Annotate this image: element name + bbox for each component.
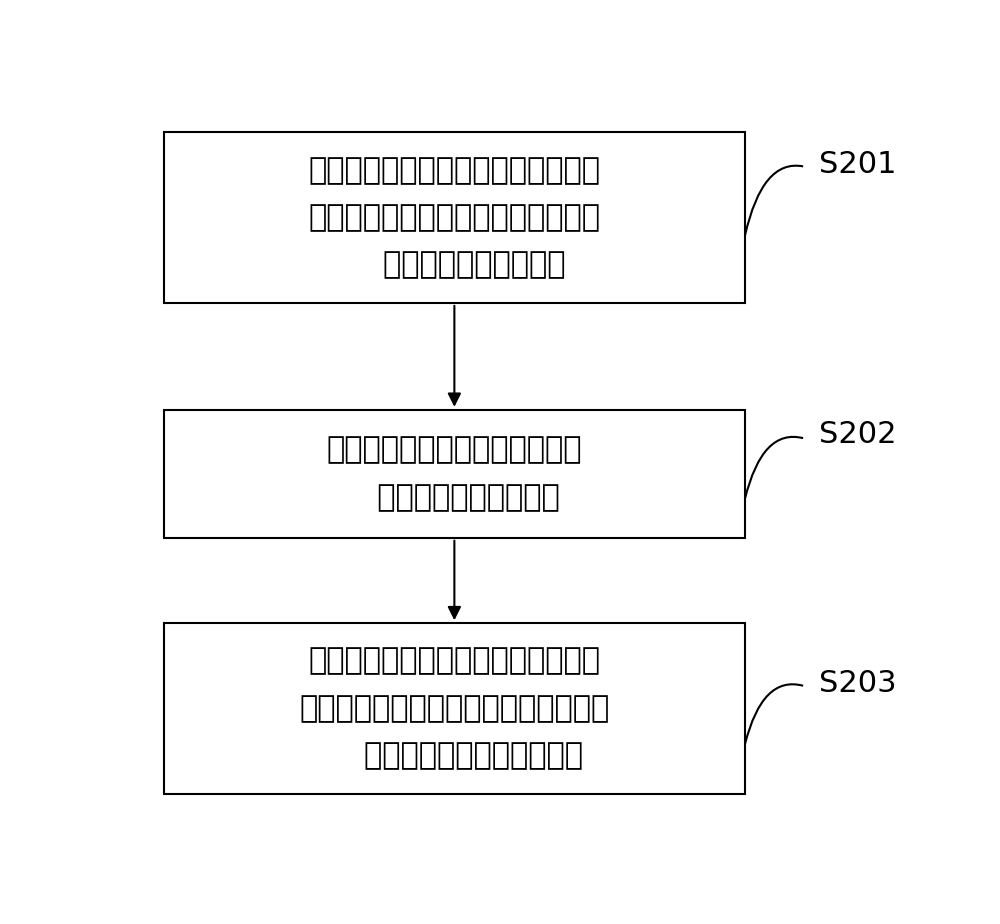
Text: 在识别到主供电源关断后，控制静态
供电源以持续高电平供电，使得控制
    系统处于正常工作模式: 在识别到主供电源关断后，控制静态 供电源以持续高电平供电，使得控制 系统处于正常…: [308, 156, 600, 279]
Text: S201: S201: [819, 150, 896, 178]
Text: S203: S203: [819, 669, 896, 699]
Bar: [164, 132, 745, 303]
Text: S202: S202: [819, 420, 896, 449]
Bar: [164, 623, 745, 794]
Bar: [164, 409, 745, 538]
Text: 按照预设的检测周期，检测所有
   设备控制器的工作状态: 按照预设的检测周期，检测所有 设备控制器的工作状态: [327, 435, 582, 512]
Text: 当检测到所有设备控制器均处于待机
状态时，控制静态供电源以方波供电，
    使得控制系统进入休眠模式: 当检测到所有设备控制器均处于待机 状态时，控制静态供电源以方波供电， 使得控制系…: [299, 647, 610, 771]
